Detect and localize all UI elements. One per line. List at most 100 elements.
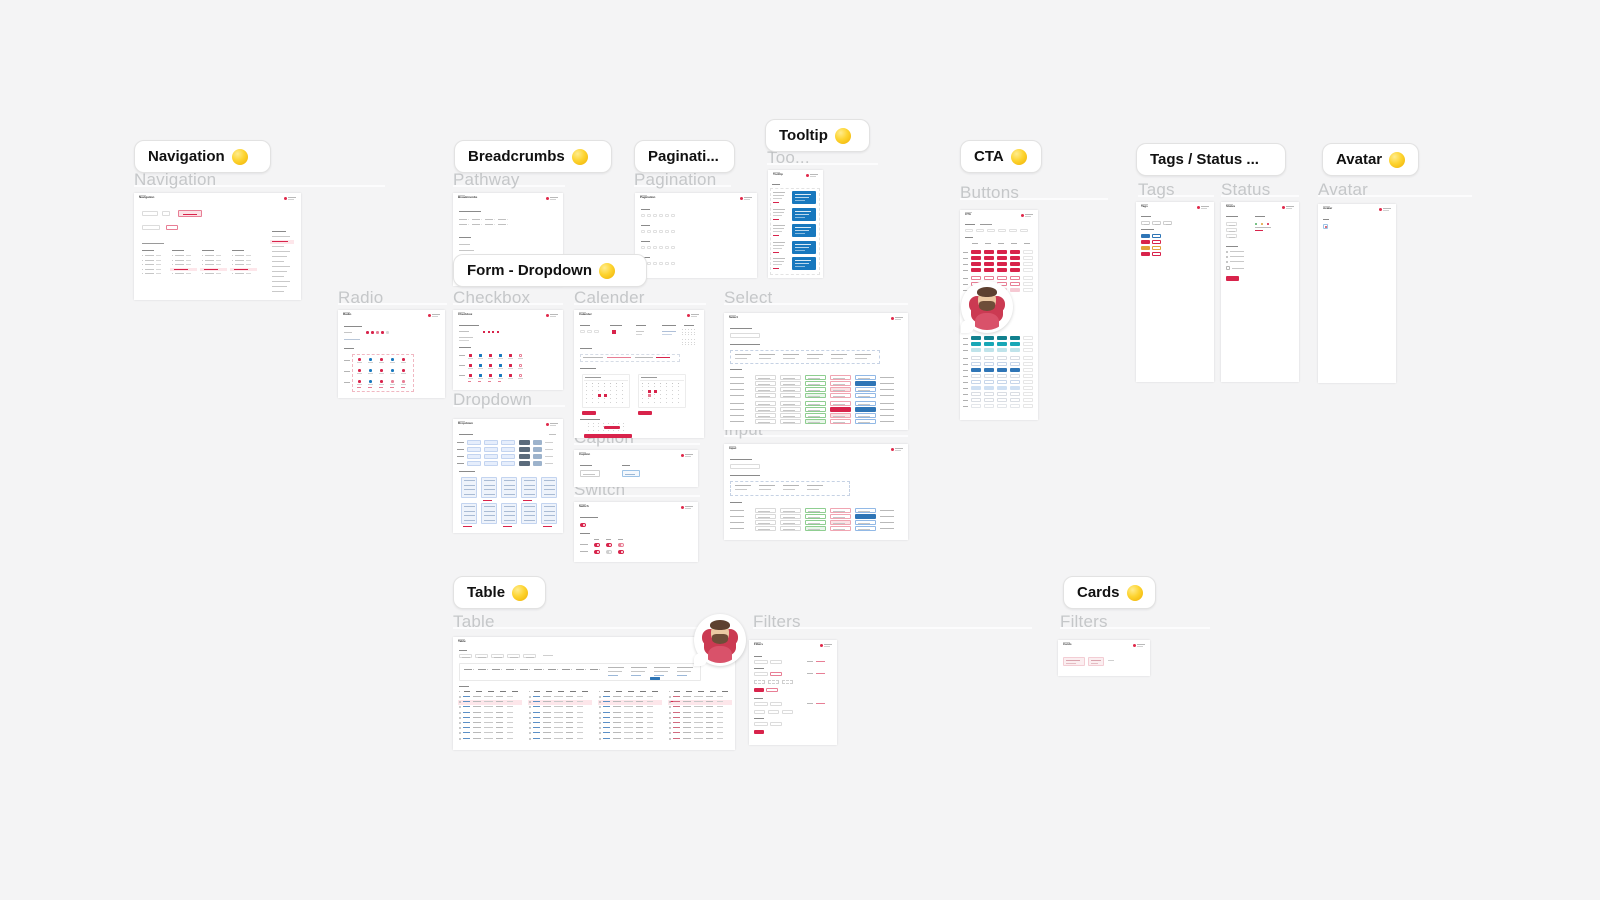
frame-navigation[interactable]: Navigation (134, 193, 301, 300)
pill-navigation[interactable]: Navigation (134, 140, 271, 173)
section-label-tooltip[interactable]: Too... (767, 148, 810, 167)
mini-shape (577, 706, 583, 708)
frame-body (749, 640, 837, 745)
mini-shape (272, 246, 284, 247)
section-label-checkbox[interactable]: Checkbox (453, 288, 531, 307)
mini-shape (543, 722, 551, 723)
section-label-calender[interactable]: Calender (574, 288, 645, 307)
mini-shape (650, 677, 660, 680)
mini-shape (175, 273, 184, 274)
section-label-tags[interactable]: Tags (1138, 180, 1175, 199)
section-label-table[interactable]: Table (453, 612, 495, 631)
mini-shape (971, 348, 981, 352)
mini-shape (832, 383, 845, 385)
mini-shape (642, 402, 643, 403)
mini-shape (1023, 336, 1033, 340)
mini-shape (457, 448, 464, 450)
pill-form-dropdown[interactable]: Form - Dropdown (453, 254, 647, 287)
pill-table[interactable]: Table (453, 576, 546, 609)
mini-shape (459, 237, 471, 238)
logo-dot (1197, 206, 1200, 209)
section-label-radio[interactable]: Radio (338, 288, 384, 307)
section-underline (1221, 195, 1299, 197)
frame-radio[interactable]: Radio (338, 310, 445, 398)
mini-shape (669, 716, 671, 719)
frame-pagination[interactable]: Pagination (635, 193, 757, 278)
mini-shape (622, 394, 623, 395)
mini-shape (523, 654, 536, 658)
frame-switch[interactable]: Switch (574, 502, 698, 562)
mini-shape (624, 701, 633, 703)
mini-shape (807, 409, 820, 411)
frame-select[interactable]: Select (724, 313, 908, 430)
mini-shape (548, 669, 556, 670)
frame-input[interactable]: Input (724, 444, 908, 540)
section-label-select[interactable]: Select (724, 288, 773, 307)
frame-tooltip[interactable]: Tooltip (768, 170, 823, 278)
mini-shape (1010, 250, 1020, 254)
section-label-status[interactable]: Status (1221, 180, 1271, 199)
frame-table[interactable]: Table (453, 637, 735, 750)
mini-shape (1226, 266, 1230, 270)
memoji-man-sticker-1[interactable] (961, 281, 1013, 333)
pill-cards[interactable]: Cards (1063, 576, 1156, 609)
mini-shape (830, 375, 851, 380)
frame-checkbox[interactable]: Checkbox (453, 310, 563, 390)
mini-shape (577, 732, 583, 734)
mini-shape (593, 423, 594, 424)
section-label-filters-2[interactable]: Filters (1060, 612, 1108, 631)
section-label-buttons[interactable]: Buttons (960, 183, 1020, 202)
frame-avatar[interactable]: Avatar (1318, 204, 1396, 383)
mini-shape (562, 669, 570, 670)
mini-shape (648, 402, 649, 403)
frame-cards[interactable]: Cards (1058, 640, 1150, 676)
mini-shape (543, 701, 551, 703)
section-label-pagination[interactable]: Pagination (634, 170, 717, 189)
pill-breadcrumbs[interactable]: Breadcrumbs (454, 140, 612, 173)
mini-shape (542, 669, 544, 670)
logo-dot (546, 197, 549, 200)
section-label-avatar[interactable]: Avatar (1318, 180, 1369, 199)
mini-shape (648, 386, 649, 387)
logo-dot (1282, 206, 1285, 209)
mini-shape (754, 672, 768, 676)
logo-text-line (895, 450, 901, 451)
frame-tags[interactable]: Tags (1136, 202, 1214, 382)
section-label-filters[interactable]: Filters (753, 612, 801, 631)
section-label-pathway[interactable]: Pathway (453, 170, 520, 189)
mini-shape (1226, 251, 1228, 253)
frame-calender[interactable]: Calender (574, 310, 704, 438)
frame-caption[interactable]: Caption (574, 450, 698, 487)
mini-shape (622, 465, 630, 466)
mini-shape (807, 516, 820, 518)
pill-pagination[interactable]: Paginati... (634, 140, 735, 173)
mini-shape (379, 386, 383, 388)
section-label-navigation[interactable]: Navigation (134, 170, 217, 189)
mini-shape (613, 711, 621, 713)
pill-cta[interactable]: CTA (960, 140, 1042, 173)
pill-tooltip[interactable]: Tooltip (765, 119, 870, 152)
mini-shape (830, 393, 851, 398)
mini-shape (598, 402, 599, 403)
frame-dropdown[interactable]: Dropdown (453, 419, 563, 533)
mini-shape (783, 485, 799, 486)
mini-shape (683, 701, 691, 703)
memoji-man-sticker-2[interactable] (694, 614, 746, 666)
mini-shape (459, 706, 461, 709)
mini-shape (544, 480, 555, 481)
section-underline (724, 435, 908, 437)
logo-text-line (1137, 644, 1145, 645)
mini-shape (691, 339, 692, 340)
pill-tags-status[interactable]: Tags / Status ... (1136, 143, 1286, 176)
mini-shape (484, 737, 493, 739)
mini-shape (507, 701, 513, 703)
pill-avatar[interactable]: Avatar (1322, 143, 1419, 176)
mini-shape (666, 402, 667, 403)
frame-filters[interactable]: Filters (749, 640, 837, 745)
section-label-dropdown[interactable]: Dropdown (453, 390, 533, 409)
mini-shape (984, 268, 994, 272)
frame-status[interactable]: Status (1221, 202, 1299, 382)
mini-shape (754, 698, 763, 699)
mini-shape (507, 696, 513, 697)
